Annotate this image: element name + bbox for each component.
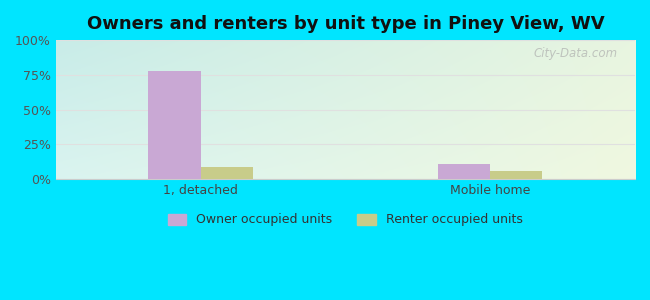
Bar [201,167,253,179]
Legend: Owner occupied units, Renter occupied units: Owner occupied units, Renter occupied un… [162,208,528,231]
Title: Owners and renters by unit type in Piney View, WV: Owners and renters by unit type in Piney… [86,15,605,33]
Text: City-Data.com: City-Data.com [534,47,618,60]
Bar [490,171,542,179]
Bar [148,71,201,179]
Bar [438,164,490,179]
